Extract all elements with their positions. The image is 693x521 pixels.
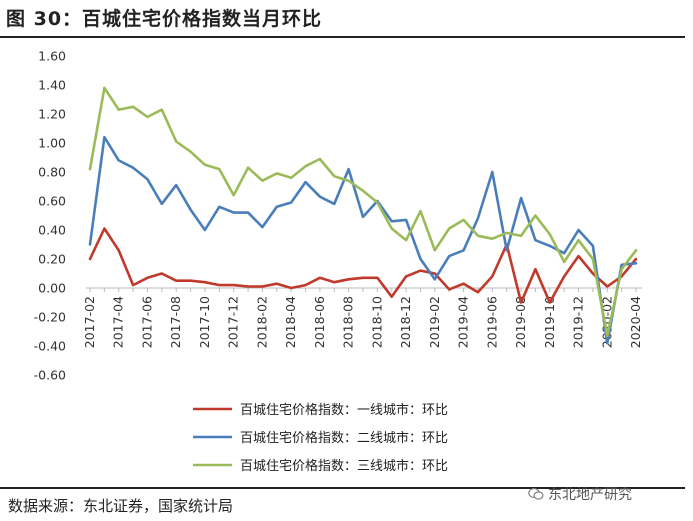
series-line-3 [88, 86, 638, 338]
watermark: 东北地产研究 [528, 484, 632, 504]
y-tick-label: 1.20 [38, 107, 66, 122]
x-tick-label: 2017-10 [197, 296, 212, 348]
x-tick-label: 2017-12 [226, 296, 241, 348]
x-tick-label: 2017-08 [168, 296, 183, 348]
y-tick-label: 1.40 [38, 78, 66, 93]
legend-label-1: 百城住宅价格指数：一线城市：环比 [240, 402, 448, 418]
y-tick-label: 1.60 [38, 49, 66, 64]
x-tick-label: 2018-06 [312, 296, 327, 348]
x-tick-label: 2019-08 [513, 296, 528, 348]
x-tick-label: 2017-06 [139, 296, 154, 348]
x-tick-label: 2017-02 [82, 296, 97, 348]
x-tick-label: 2018-04 [283, 296, 298, 348]
y-tick-label: -0.40 [34, 339, 66, 354]
y-tick-label: 0.80 [38, 165, 66, 180]
legend-label-3: 百城住宅价格指数：三线城市：环比 [240, 458, 448, 474]
y-tick-label: 0.40 [38, 223, 66, 238]
series-line-1 [88, 227, 638, 304]
line-chart: 1.60 1.40 1.20 1.00 0.80 0.60 0.40 0.20 0.00 -0.2… [34, 49, 643, 475]
x-tick-label: 2017-04 [111, 296, 126, 348]
legend-label-2: 百城住宅价格指数：二线城市：环比 [240, 430, 448, 446]
bottom-rule [0, 487, 685, 489]
x-tick-label: 2018-12 [398, 296, 413, 348]
x-tick-label: 2019-12 [571, 296, 586, 348]
x-tick-label: 2020-04 [628, 296, 643, 348]
x-tick-label: 2019-10 [542, 296, 557, 348]
y-tick-label: -0.60 [34, 368, 66, 383]
source-note: 数据来源：东北证券，国家统计局 [8, 497, 234, 515]
y-tick-label: 1.00 [38, 136, 66, 151]
x-tick-label: 2019-06 [484, 296, 499, 348]
x-tick-label: 2019-04 [456, 296, 471, 348]
y-tick-label: -0.20 [34, 310, 66, 325]
top-rule [0, 36, 685, 38]
watermark-text: 东北地产研究 [548, 487, 632, 503]
wechat-icon [528, 488, 544, 500]
y-tick-label: 0.20 [38, 252, 66, 267]
y-tick-label: 0.60 [38, 194, 66, 209]
series-line-2 [88, 135, 638, 345]
x-tick-label: 2018-02 [254, 296, 269, 348]
x-tick-label: 2019-02 [427, 296, 442, 348]
y-tick-label: 0.00 [38, 281, 66, 296]
x-tick-label: 2018-08 [341, 296, 356, 348]
chart-title: 图 30：百城住宅价格指数当月环比 [6, 8, 323, 30]
x-tick-label: 2018-10 [369, 296, 384, 348]
